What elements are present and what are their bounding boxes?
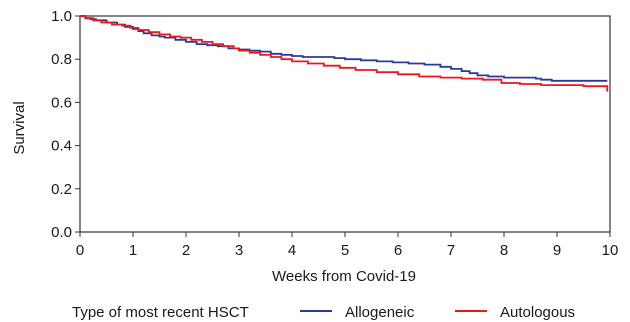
series-line-allogeneic (80, 15, 608, 82)
x-tick-label: 4 (288, 242, 296, 259)
legend: Type of most recent HSCT Allogeneic Autol… (72, 304, 575, 321)
y-axis-label: Survival (11, 101, 28, 154)
x-tick-label: 8 (500, 242, 508, 259)
y-tick-label: 0.8 (51, 51, 72, 68)
y-tick-label: 0.0 (51, 224, 72, 241)
x-tick-label: 3 (235, 242, 243, 259)
legend-label-autologous: Autologous (500, 304, 575, 321)
y-tick-label: 0.6 (51, 94, 72, 111)
legend-title: Type of most recent HSCT (72, 304, 249, 321)
y-tick-label: 1.0 (51, 8, 72, 25)
x-tick-label: 2 (182, 242, 190, 259)
y-tick-label: 0.2 (51, 181, 72, 198)
legend-label-allogeneic: Allogeneic (345, 304, 415, 321)
x-tick-label: 0 (76, 242, 84, 259)
series-line-autologous (80, 15, 609, 92)
x-tick-label: 7 (447, 242, 455, 259)
x-tick-label: 1 (129, 242, 137, 259)
x-tick-label: 9 (553, 242, 561, 259)
x-tick-label: 6 (394, 242, 402, 259)
x-tick-label: 10 (602, 242, 619, 259)
x-tick-label: 5 (341, 242, 349, 259)
plot-frame (79, 15, 611, 233)
y-tick-label: 0.4 (51, 138, 72, 155)
x-axis-label: Weeks from Covid-19 (272, 268, 416, 285)
